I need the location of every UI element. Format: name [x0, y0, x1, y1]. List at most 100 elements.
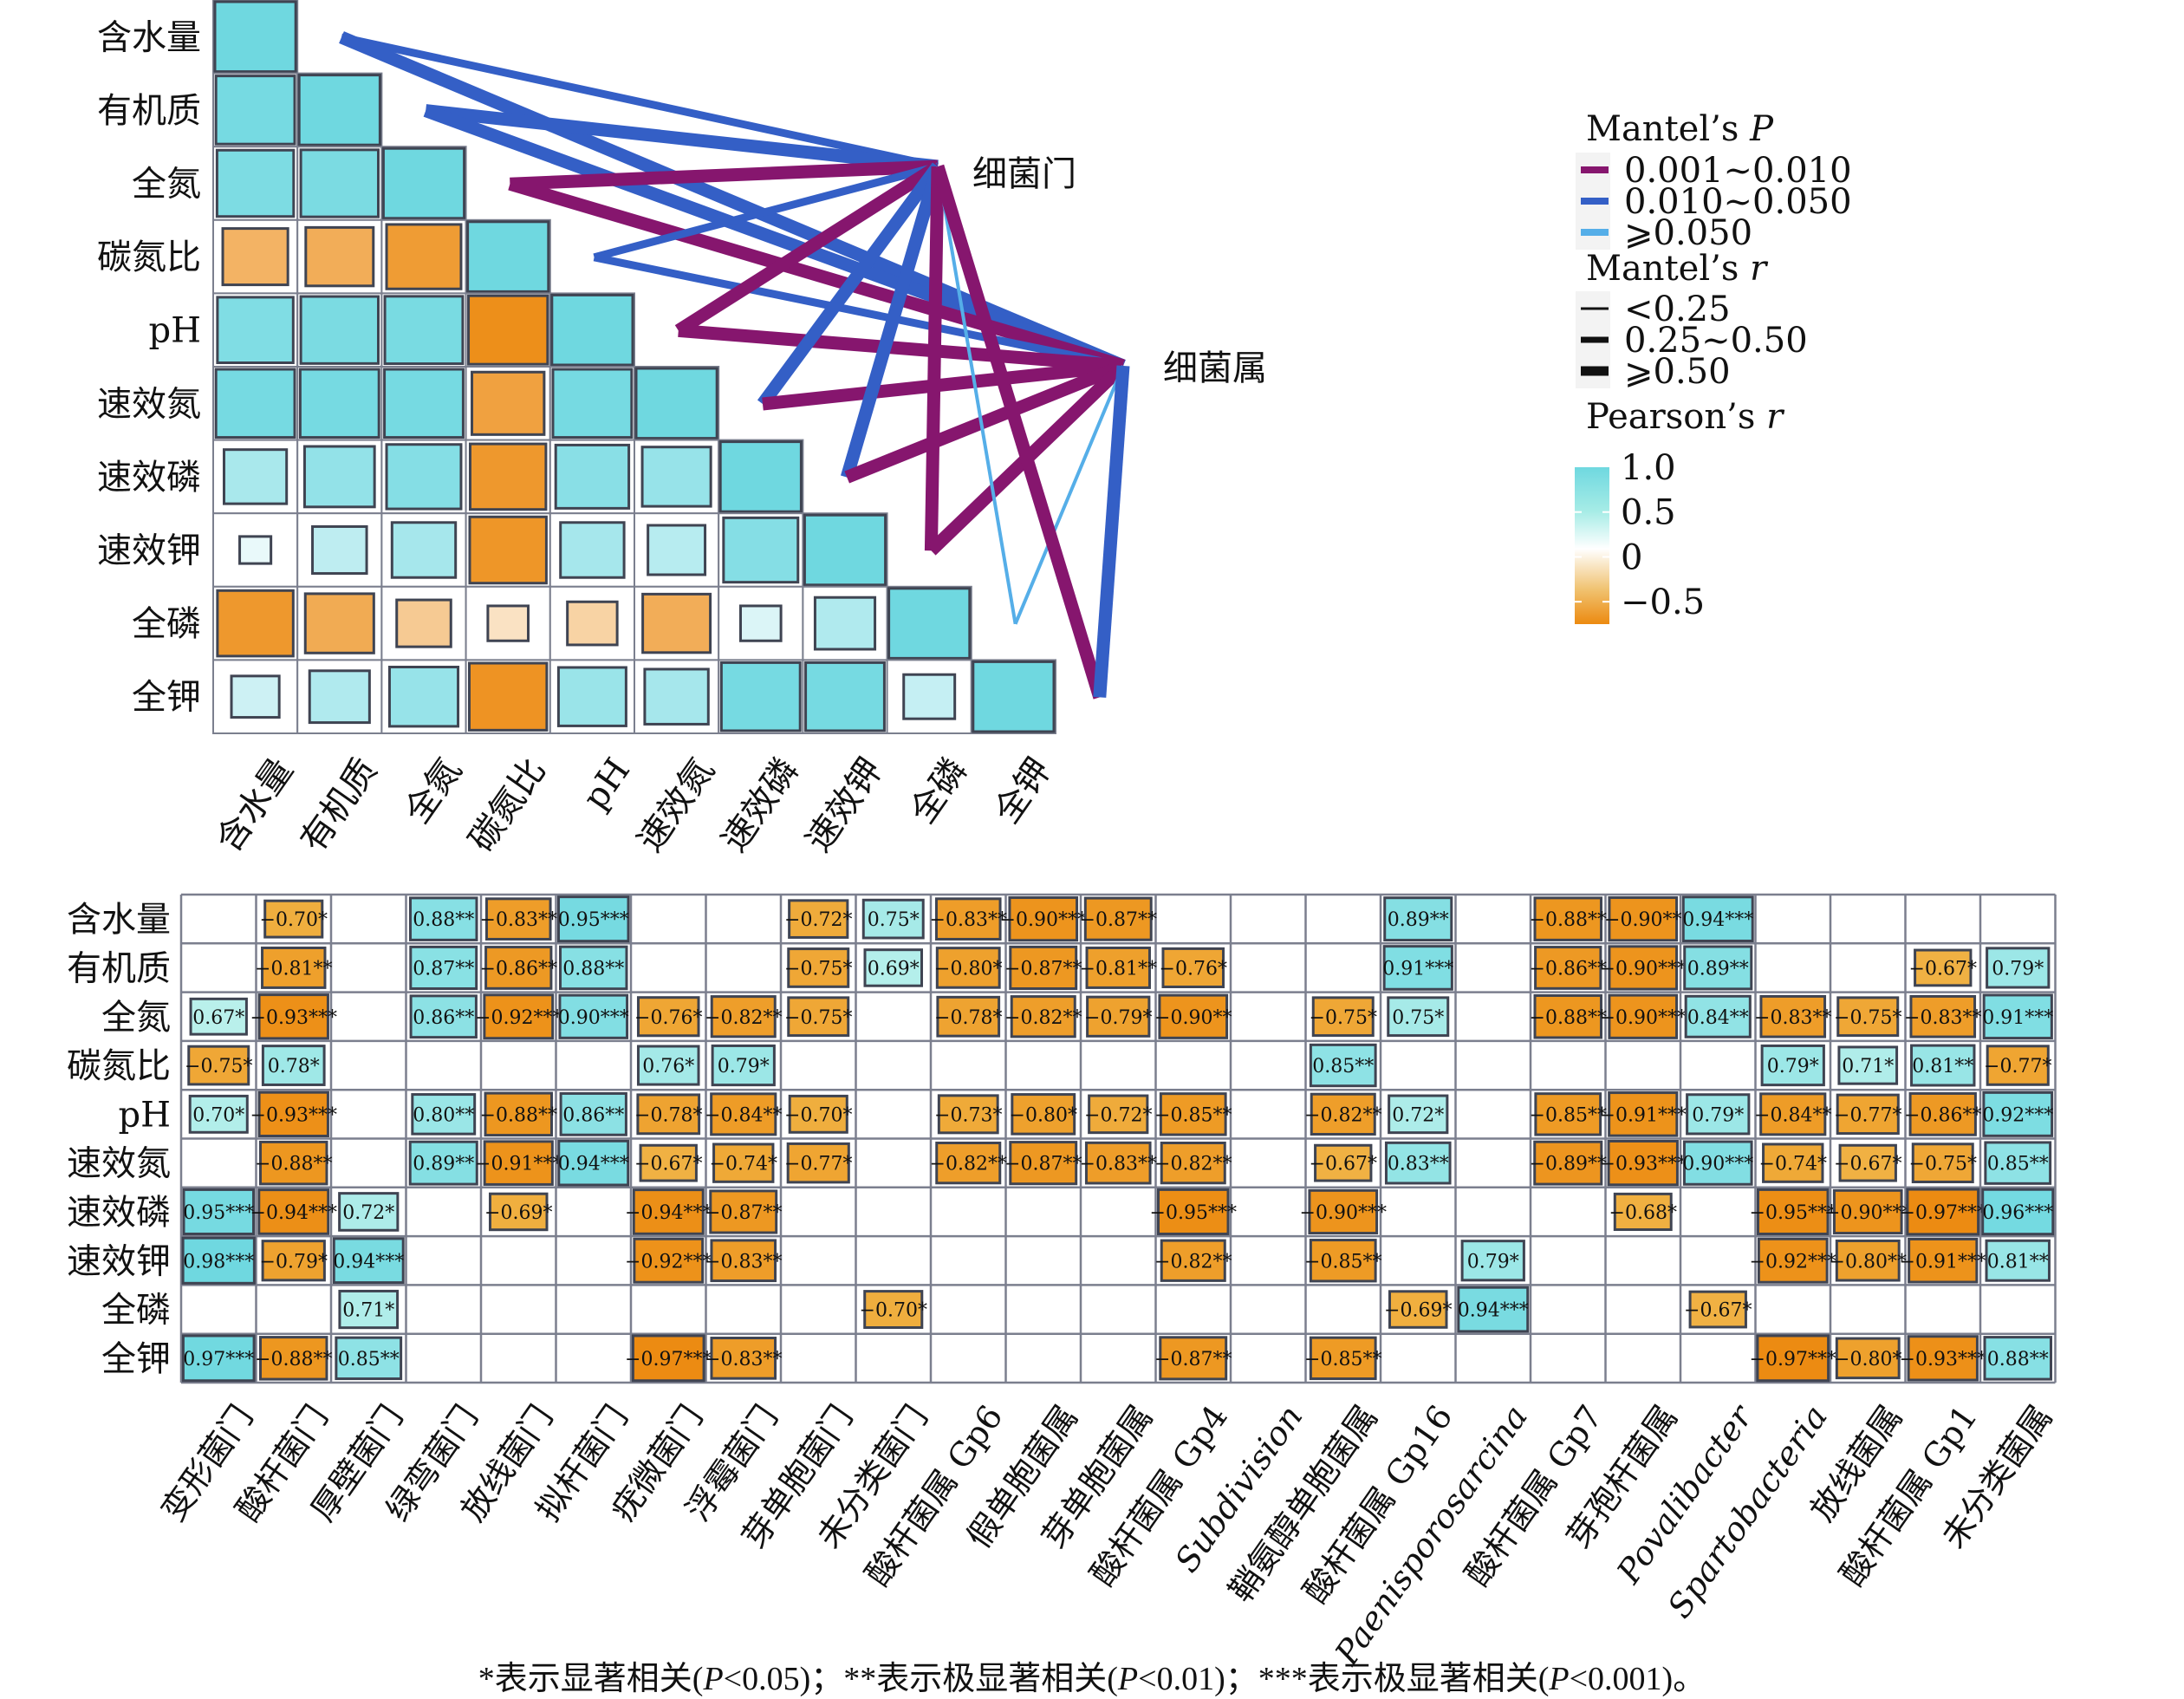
matrix-cell-value: −0.75* — [1310, 1007, 1377, 1029]
matrix-cell-value: 0.79* — [1992, 958, 2044, 980]
matrix-cell — [1759, 1092, 1827, 1136]
triangle-cell — [387, 666, 460, 728]
matrix-cell — [1759, 994, 1827, 1038]
matrix-cell-value: −0.83** — [705, 1349, 782, 1370]
matrix-cell-value: −0.85** — [1154, 1104, 1232, 1126]
matrix-cell — [936, 995, 1001, 1038]
matrix-cell-value: 0.95*** — [558, 909, 629, 931]
matrix-cell-value: −0.91*** — [1900, 1251, 1986, 1273]
matrix-cell-value: −0.80* — [934, 958, 1002, 980]
matrix-cell-value: −0.90*** — [1300, 1202, 1387, 1224]
matrix-cell — [411, 1093, 477, 1136]
matrix-cell-value: −0.88** — [1530, 909, 1607, 931]
triangle-cell — [216, 296, 295, 365]
matrix-cell-value: 0.69* — [868, 958, 920, 980]
matrix-cell — [1314, 1143, 1373, 1182]
matrix-cell — [633, 1237, 705, 1284]
matrix-cell-value: −0.72* — [784, 909, 852, 931]
matrix-cell-value: 0.95*** — [183, 1202, 254, 1224]
matrix-cell — [863, 948, 924, 987]
matrix-cell-value: −0.90** — [1604, 909, 1681, 931]
triangle-cell — [383, 295, 465, 366]
matrix-cell — [711, 1044, 776, 1087]
legend-r-swatch — [1581, 366, 1609, 376]
matrix-cell — [1160, 1239, 1226, 1282]
matrix-cell — [1086, 995, 1151, 1038]
triangle-cell — [804, 661, 886, 732]
matrix-cell — [1085, 946, 1151, 989]
matrix-row-label: 全磷 — [101, 1291, 171, 1331]
matrix-cell-value: 0.89** — [1388, 909, 1449, 931]
matrix-cell-value: 0.92*** — [1982, 1104, 2053, 1126]
matrix-cell-value: 0.79* — [1692, 1104, 1744, 1126]
matrix-row-label: pH — [119, 1095, 172, 1135]
matrix-cell — [409, 945, 478, 991]
matrix-cell — [1608, 1091, 1679, 1137]
matrix-cell — [1161, 947, 1225, 988]
triangle-row-label: 含水量 — [97, 17, 201, 57]
matrix-cell-value: −0.68* — [1609, 1202, 1677, 1224]
matrix-cell — [1686, 1093, 1751, 1136]
triangle-cell — [223, 448, 289, 505]
triangle-cell — [383, 368, 465, 439]
matrix-cell-value: 0.79* — [1767, 1056, 1819, 1077]
triangle-cell — [550, 293, 634, 367]
triangle-column-label: 含水量 — [209, 752, 302, 860]
matrix-cell — [1158, 993, 1229, 1039]
matrix-cell — [1838, 1143, 1897, 1182]
triangle-cell — [395, 598, 452, 648]
matrix-row-label: 全氮 — [101, 998, 171, 1038]
mantel-link — [339, 31, 1126, 372]
matrix-cell — [409, 896, 478, 941]
matrix-cell — [1009, 1141, 1078, 1186]
matrix-cell — [1308, 1188, 1379, 1235]
matrix-cell — [1908, 1237, 1979, 1284]
legend-mantel-r-title-text: Mantel’s — [1586, 249, 1750, 289]
matrix-cell — [1914, 948, 1973, 987]
matrix-cell — [1835, 1337, 1901, 1380]
triangle-cell — [640, 446, 712, 508]
legend-mantel-p-title: Mantel’s P — [1586, 109, 1774, 149]
matrix-cell-value: −0.83** — [1904, 1007, 1981, 1029]
matrix-cell — [1460, 1240, 1525, 1282]
colorbar-tick-label: −0.5 — [1621, 583, 1705, 622]
matrix-cell-value: −0.74* — [1759, 1154, 1827, 1175]
matrix-cell-value: −0.86** — [1530, 958, 1607, 980]
matrix-cell — [1309, 1239, 1377, 1283]
matrix-cell-value: −0.90*** — [1600, 958, 1687, 980]
triangle-cell — [385, 223, 463, 290]
matrix-cell-value: −0.87** — [1080, 909, 1157, 931]
matrix-cell-value: −0.82** — [1004, 1007, 1082, 1029]
matrix-cell-value: −0.90*** — [1600, 1007, 1687, 1029]
matrix-cell — [1310, 1092, 1376, 1136]
triangle-cell — [803, 513, 887, 587]
pearson-triangle-heatmap — [212, 0, 1057, 735]
matrix-cell — [786, 1142, 850, 1184]
matrix-cell-value: −0.78* — [934, 1007, 1002, 1029]
matrix-cell — [1533, 994, 1602, 1039]
matrix-cell-value: −0.77* — [1984, 1056, 2051, 1077]
triangle-cell — [718, 440, 803, 513]
matrix-cell-value: −0.91*** — [1600, 1104, 1687, 1126]
matrix-cell-value: −0.83** — [1754, 1007, 1831, 1029]
matrix-cell — [1156, 1188, 1230, 1235]
matrix-cell-value: 0.88** — [413, 909, 474, 931]
mantel-link — [936, 166, 1017, 625]
matrix-cell — [1760, 1044, 1825, 1087]
matrix-cell — [1311, 996, 1375, 1038]
matrix-cell-value: −0.67* — [1684, 1300, 1752, 1322]
matrix-cell-value: 0.79* — [1467, 1251, 1519, 1273]
triangle-cell — [311, 524, 368, 576]
triangle-column-label: 速效磷 — [714, 752, 807, 860]
matrix-cell — [1608, 896, 1679, 942]
matrix-cell — [1983, 1336, 2052, 1381]
triangle-cell — [471, 370, 546, 436]
mantel-link — [510, 159, 939, 191]
matrix-cell — [1682, 1140, 1753, 1186]
matrix-cell — [1083, 896, 1153, 941]
matrix-cell-value: 0.81** — [1987, 1251, 2049, 1273]
mantel-link — [844, 360, 1126, 484]
matrix-row-label: 全钾 — [101, 1339, 171, 1379]
mantel-link — [762, 359, 1124, 411]
